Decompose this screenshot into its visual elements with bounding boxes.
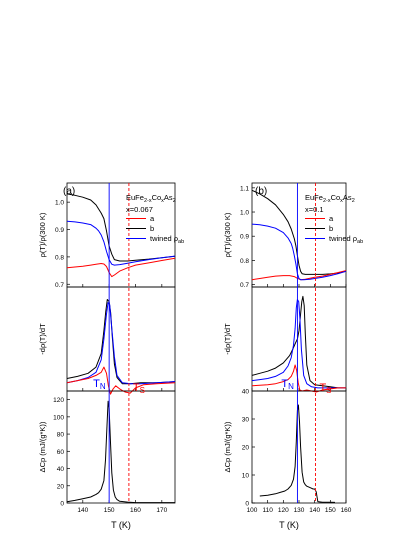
panel-b-ts-label: TS — [319, 382, 331, 395]
panel-a-bottom-ytick-label: 40 — [57, 466, 65, 473]
panel-a-label: (a) — [63, 186, 75, 197]
panel-a-derivative-plot: -dρ(T)/dT — [38, 286, 176, 395]
panel-b-composition: x=0.1 — [305, 205, 324, 214]
panel-b-top-series-b — [251, 189, 347, 275]
panel-a-bottom-xtick-label: 150 — [104, 507, 115, 514]
panel-b-bottom-xtick-label: 150 — [325, 507, 336, 514]
panel-b-bottom-ytick-label: 0 — [245, 501, 249, 508]
panel-b-top-ylabel: ρ(T)/ρ(300 K) — [223, 212, 232, 257]
panel-b-top-ytick-label: 0.7 — [240, 282, 249, 289]
panel-a: 0.7 0.8 0.9 1.0 ρ(T)/ρ(300 K) -dρ(T)/dT 0 20 4… — [38, 182, 184, 514]
panel-a-tn-label: TN — [93, 378, 106, 391]
panel-b-derivative-plot: -dρ(T)/dT — [223, 286, 347, 393]
panel-a-mid-frame — [66, 286, 176, 392]
panel-b-tn-label: TN — [281, 378, 294, 391]
panel-b: 0.7 0.8 0.9 1.0 1.1 ρ(T)/ρ(300 K) -dρ(T)/dT 0… — [223, 182, 363, 515]
panel-b-heat-capacity-plot: 0 10 20 30 40 100 110 120 130 140 150 160 ΔCp (mJ/(g… — [223, 389, 352, 515]
panel-a-top-series-b — [66, 193, 176, 262]
panel-b-bottom-series-ΔCp — [259, 404, 336, 503]
panel-a-bottom-xtick-label: 170 — [156, 507, 167, 514]
panel-b-legend-label: twined ρab — [329, 234, 363, 245]
panel-a-ts-label: TS — [133, 382, 145, 395]
panel-a-top-ytick-label: 0.7 — [55, 282, 64, 289]
panel-b-label: (b) — [255, 186, 267, 197]
panel-b-top-ytick-label: 1.1 — [240, 185, 249, 192]
panel-b-top-series-twined-ρab — [251, 223, 347, 281]
panel-b-bottom-ytick-label: 10 — [242, 473, 250, 480]
panel-a-top-series-twined-ρab — [66, 220, 176, 266]
panel-b-bottom-ylabel: ΔCp (mJ/(g*K)) — [223, 421, 232, 472]
panel-a-composition: x=0.067 — [126, 205, 153, 214]
panel-a-bottom-xtick-label: 140 — [77, 507, 88, 514]
panel-b-bottom-ytick-label: 30 — [242, 417, 250, 424]
panel-a-bottom-ytick-label: 100 — [53, 414, 64, 421]
panel-a-top-ytick-label: 0.9 — [55, 227, 64, 234]
panel-a-bottom-ytick-label: 0 — [60, 501, 64, 508]
panel-a-legend-label: a — [150, 214, 155, 223]
panel-a-heat-capacity-plot: 0 20 40 60 80 100 120 140 150 160 170 ΔCp (mJ/(g*K)… — [38, 390, 176, 514]
panel-a-xlabel: T (K) — [111, 520, 131, 530]
panel-a-mid-series-a — [66, 366, 176, 395]
panel-a-top-ytick-label: 0.8 — [55, 254, 64, 261]
panel-a-bottom-ytick-label: 80 — [57, 432, 65, 439]
panel-b-bottom-xtick-label: 110 — [262, 507, 273, 514]
panel-a-bottom-ytick-label: 120 — [53, 397, 64, 404]
panel-a-mid-series-b — [66, 299, 176, 385]
panel-b-legend-label: a — [329, 214, 334, 223]
panel-a-mid-series-twined-ρab — [66, 302, 176, 385]
panel-b-bottom-xtick-label: 160 — [341, 507, 352, 514]
panel-a-top-ytick-label: 1.0 — [55, 200, 64, 207]
panel-b-material: EuFe2-xCoxAs2 — [305, 193, 355, 204]
panel-b-top-ytick-label: 1.0 — [240, 210, 249, 217]
panel-a-material: EuFe2-xCoxAs2 — [126, 193, 176, 204]
panel-b-bottom-xtick-label: 120 — [278, 507, 289, 514]
panel-a-bottom-ytick-label: 20 — [57, 483, 65, 490]
panel-b-top-ytick-label: 0.8 — [240, 258, 249, 265]
panel-a-legend-label: twined ρab — [150, 234, 184, 245]
panel-b-bottom-xtick-label: 130 — [294, 507, 305, 514]
panel-b-top-plot: 0.7 0.8 0.9 1.0 1.1 ρ(T)/ρ(300 K) — [223, 182, 347, 289]
panel-a-top-ylabel: ρ(T)/ρ(300 K) — [38, 212, 47, 257]
panel-b-bottom-xtick-label: 140 — [309, 507, 320, 514]
panel-b-bottom-ytick-label: 40 — [242, 389, 250, 396]
panel-a-mid-ylabel: -dρ(T)/dT — [38, 323, 47, 355]
panel-a-bottom-series-ΔCp — [66, 400, 175, 504]
panel-a-legend-label: b — [150, 224, 154, 233]
panel-b-bottom-xtick-label: 100 — [247, 507, 258, 514]
panel-a-bottom-frame — [66, 390, 176, 504]
panel-a-bottom-xtick-label: 160 — [130, 507, 141, 514]
panel-b-mid-ylabel: -dρ(T)/dT — [223, 323, 232, 355]
panel-b-legend-label: b — [329, 224, 333, 233]
panel-b-mid-series-b — [251, 295, 346, 389]
panel-a-bottom-ylabel: ΔCp (mJ/(g*K)) — [38, 421, 47, 472]
panel-a-bottom-ytick-label: 60 — [57, 449, 65, 456]
panel-b-mid-series-twined-ρab — [251, 299, 346, 389]
panel-b-xlabel: T (K) — [279, 520, 299, 530]
panel-b-bottom-ytick-label: 20 — [242, 445, 250, 452]
panel-b-top-ytick-label: 0.9 — [240, 234, 249, 241]
